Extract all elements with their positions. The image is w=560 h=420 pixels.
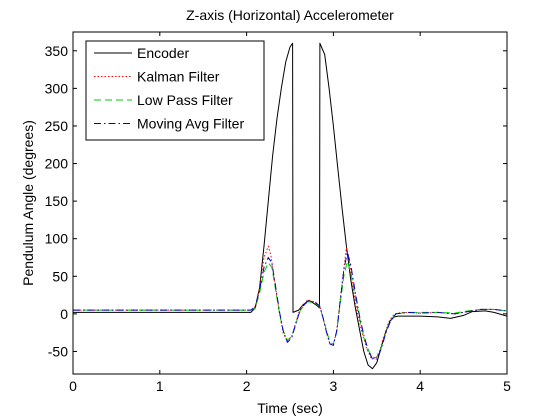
series-line-encoder: [73, 42, 507, 370]
legend-label: Kalman Filter: [137, 69, 220, 85]
x-tick-label: 5: [503, 378, 511, 394]
y-tick-label: 100: [45, 231, 69, 247]
y-tick-label: 200: [45, 156, 69, 172]
legend: Encoder Kalman Filter Low Pass Filter Movin…: [85, 40, 265, 141]
x-tick-label: 4: [416, 378, 424, 394]
y-tick-label: 0: [60, 306, 68, 322]
y-tick-label: 150: [45, 193, 69, 209]
y-axis-label: Pendulum Angle (degrees): [20, 120, 36, 286]
chart-title: Z-axis (Horizontal) Accelerometer: [186, 7, 394, 23]
y-tick-label: 350: [45, 43, 69, 59]
series-layer: [73, 42, 507, 370]
y-tick-label: -50: [48, 343, 68, 359]
x-tick-label: 1: [156, 378, 164, 394]
legend-label: Moving Avg Filter: [137, 116, 244, 132]
x-tick-label: 3: [330, 378, 338, 394]
legend-box: [85, 40, 265, 141]
series-line-kalman-filter: [73, 245, 507, 360]
legend-label: Encoder: [137, 45, 189, 61]
x-axis-label: Time (sec): [257, 400, 323, 416]
series-line-moving-avg-filter: [73, 251, 507, 360]
plot-frame: [72, 31, 508, 375]
legend-label: Low Pass Filter: [137, 92, 233, 108]
series-line-low-pass-filter: [73, 260, 507, 358]
x-tick-label: 2: [243, 378, 251, 394]
x-axis: 0 1 2 3 4 5: [69, 32, 511, 394]
x-tick-label: 0: [69, 378, 77, 394]
y-tick-label: 250: [45, 118, 69, 134]
y-tick-label: 300: [45, 80, 69, 96]
y-axis: -50 0 50 100 150 200 250 300 350: [45, 43, 507, 359]
y-tick-label: 50: [52, 268, 68, 284]
